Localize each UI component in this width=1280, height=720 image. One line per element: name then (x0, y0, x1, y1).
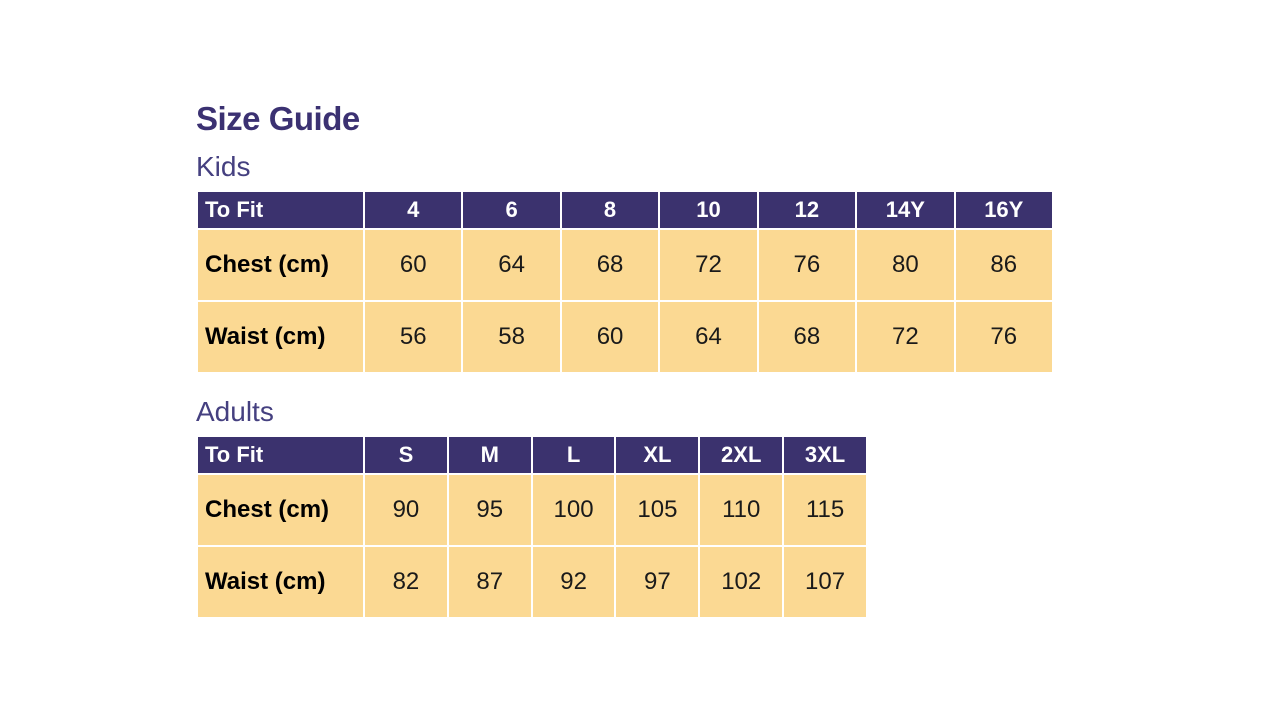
size-value-cell: 82 (363, 545, 449, 619)
size-value-cell: 68 (559, 228, 661, 302)
size-header-cell: 10 (658, 190, 759, 230)
size-value-cell: 76 (756, 228, 858, 302)
size-value-cell: 87 (446, 545, 533, 619)
size-header-cell: L (530, 435, 617, 475)
size-header-cell: S (363, 435, 449, 475)
row-label-cell: Waist (cm) (196, 545, 365, 619)
section-kids: Kids To Fit 4 6 8 10 12 14Y 16Y Chest (cm) 60 64 68… (196, 151, 1055, 374)
page-title: Size Guide (196, 100, 360, 137)
table-row: Chest (cm) 60 64 68 72 76 80 86 (196, 228, 1055, 302)
row-label-cell: Chest (cm) (196, 228, 365, 302)
size-value-cell: 76 (953, 300, 1055, 374)
size-value-cell: 105 (614, 473, 701, 547)
size-value-cell: 72 (855, 300, 956, 374)
size-value-cell: 68 (756, 300, 858, 374)
size-header-cell: 2XL (698, 435, 785, 475)
table-row: Chest (cm) 90 95 100 105 110 115 (196, 473, 868, 547)
size-header-cell: M (446, 435, 533, 475)
section-heading-adults: Adults (196, 396, 274, 427)
table-row: Waist (cm) 56 58 60 64 68 72 76 (196, 300, 1055, 374)
row-label-cell: Chest (cm) (196, 473, 365, 547)
size-header-cell: 8 (559, 190, 661, 230)
size-value-cell: 60 (362, 228, 464, 302)
size-value-cell: 64 (658, 300, 759, 374)
size-value-cell: 102 (698, 545, 785, 619)
size-value-cell: 56 (362, 300, 464, 374)
row-label-cell: Waist (cm) (196, 300, 365, 374)
size-value-cell: 100 (530, 473, 617, 547)
size-value-cell: 97 (614, 545, 701, 619)
size-value-cell: 58 (461, 300, 562, 374)
size-header-cell: 16Y (953, 190, 1055, 230)
kids-size-table: To Fit 4 6 8 10 12 14Y 16Y Chest (cm) 60 64 68 72 76 8… (196, 190, 1055, 374)
corner-header-cell: To Fit (196, 190, 365, 230)
size-value-cell: 95 (446, 473, 533, 547)
section-heading-kids: Kids (196, 151, 251, 182)
size-guide-slide: Size Guide Kids To Fit 4 6 8 10 12 14Y 16Y Chest… (196, 100, 1055, 641)
size-header-cell: 12 (756, 190, 858, 230)
size-value-cell: 115 (782, 473, 868, 547)
size-value-cell: 107 (782, 545, 868, 619)
size-value-cell: 86 (953, 228, 1055, 302)
size-value-cell: 92 (530, 545, 617, 619)
size-header-cell: 3XL (782, 435, 868, 475)
size-header-cell: 14Y (855, 190, 956, 230)
size-value-cell: 72 (658, 228, 759, 302)
table-row: Waist (cm) 82 87 92 97 102 107 (196, 545, 868, 619)
header-row: To Fit 4 6 8 10 12 14Y 16Y (196, 190, 1055, 230)
adults-size-table: To Fit S M L XL 2XL 3XL Chest (cm) 90 95 100 105 110… (196, 435, 868, 619)
size-header-cell: XL (614, 435, 701, 475)
header-row: To Fit S M L XL 2XL 3XL (196, 435, 868, 475)
size-value-cell: 80 (855, 228, 956, 302)
size-header-cell: 4 (362, 190, 464, 230)
size-value-cell: 60 (559, 300, 661, 374)
section-adults: Adults To Fit S M L XL 2XL 3XL Chest (cm) 90 95 10… (196, 396, 1054, 619)
corner-header-cell: To Fit (196, 435, 365, 475)
size-header-cell: 6 (461, 190, 562, 230)
size-value-cell: 64 (461, 228, 562, 302)
size-value-cell: 90 (363, 473, 449, 547)
size-value-cell: 110 (698, 473, 785, 547)
